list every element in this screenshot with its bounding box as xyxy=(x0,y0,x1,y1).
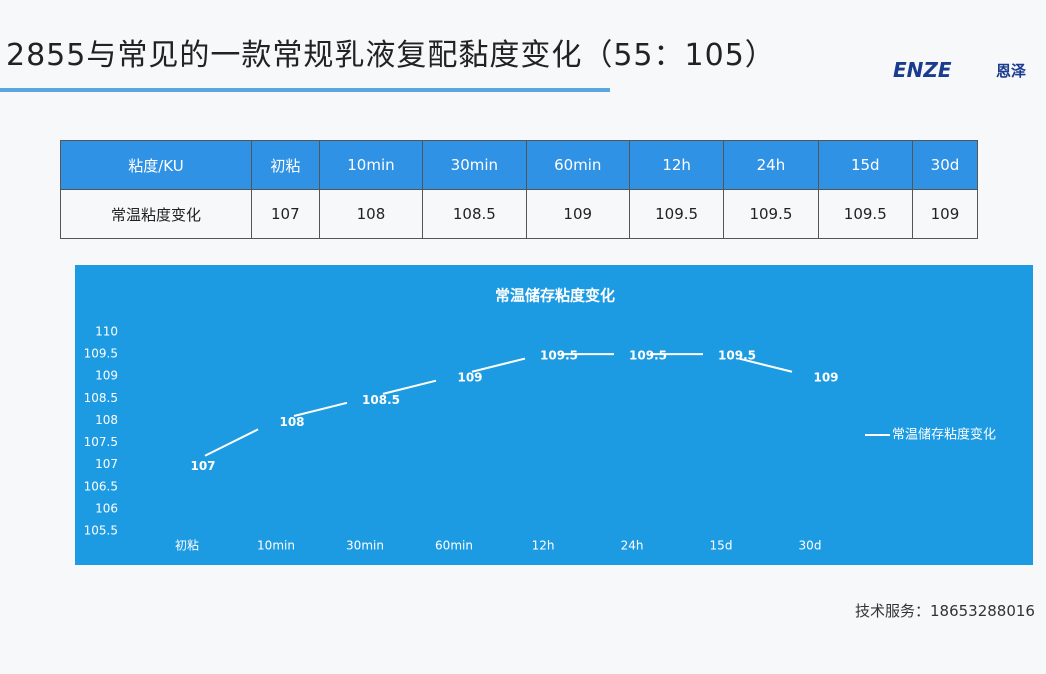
table-cell: 15d xyxy=(817,140,913,190)
x-tick-label: 60min xyxy=(435,539,473,553)
data-label: 109.5 xyxy=(718,349,756,363)
y-tick-label: 108.5 xyxy=(84,391,118,405)
y-tick-label: 106.5 xyxy=(84,479,118,493)
x-tick-label: 30d xyxy=(799,539,822,553)
table-cell: 24h xyxy=(723,140,819,190)
data-label: 109.5 xyxy=(629,349,667,363)
data-label: 108 xyxy=(279,415,304,429)
y-tick-label: 105.5 xyxy=(84,524,118,538)
line-segment xyxy=(471,357,526,373)
table-cell: 109 xyxy=(911,189,979,239)
table-cell: 初粘 xyxy=(250,140,320,190)
legend-label: 常温储存粘度变化 xyxy=(892,427,996,443)
y-tick-label: 107 xyxy=(95,457,118,471)
x-tick-label: 12h xyxy=(532,539,555,553)
x-tick-label: 24h xyxy=(621,539,644,553)
slide-title: 2855与常见的一款常规乳液复配黏度变化（55：105） xyxy=(6,38,776,73)
line-segment xyxy=(738,357,793,373)
y-tick-label: 109 xyxy=(95,369,118,383)
y-tick-label: 107.5 xyxy=(84,435,118,449)
x-tick-label: 30min xyxy=(346,539,384,553)
x-tick-label: 10min xyxy=(257,539,295,553)
table-cell: 10min xyxy=(318,140,424,190)
y-tick-label: 108 xyxy=(95,413,118,427)
x-tick-label: 15d xyxy=(710,539,733,553)
line-segment xyxy=(382,379,437,395)
table-cell: 常温粘度变化 xyxy=(60,189,252,239)
table-row: 粘度/KU 初粘 10min 30min 60min 12h 24h 15d 30d xyxy=(60,140,979,190)
viscosity-table: 粘度/KU 初粘 10min 30min 60min 12h 24h 15d 30d 常温粘度变化… xyxy=(60,140,979,239)
data-label: 109.5 xyxy=(540,349,578,363)
table-cell: 108.5 xyxy=(422,189,527,239)
line-segment xyxy=(293,401,348,417)
logo: ENZE xyxy=(893,58,952,82)
table-cell: 60min xyxy=(525,140,630,190)
chart-title: 常温储存粘度变化 xyxy=(495,287,615,305)
table-cell: 109 xyxy=(525,189,630,239)
table-cell: 12h xyxy=(628,140,725,190)
title-rule xyxy=(0,88,610,92)
data-label: 107 xyxy=(190,459,215,473)
table-cell: 108 xyxy=(318,189,424,239)
y-tick-label: 106 xyxy=(95,501,118,515)
table-cell: 109.5 xyxy=(817,189,913,239)
table-cell: 107 xyxy=(250,189,320,239)
x-tick-label: 初粘 xyxy=(175,538,199,553)
y-tick-label: 110 xyxy=(95,325,118,339)
footer: 技术服务：18653288016 xyxy=(855,602,1035,620)
table-row: 常温粘度变化 107 108 108.5 109 109.5 109.5 109.5 109 xyxy=(60,189,979,239)
data-label: 109 xyxy=(457,371,482,385)
data-label: 108.5 xyxy=(362,393,400,407)
table-cell: 粘度/KU xyxy=(60,140,252,190)
chart-background xyxy=(75,265,1033,565)
table-cell: 30d xyxy=(911,140,979,190)
line-segment xyxy=(204,428,259,457)
logo-cn: 恩泽 xyxy=(996,62,1027,80)
data-label: 109 xyxy=(813,371,838,385)
table-cell: 109.5 xyxy=(723,189,819,239)
y-tick-label: 109.5 xyxy=(84,347,118,361)
